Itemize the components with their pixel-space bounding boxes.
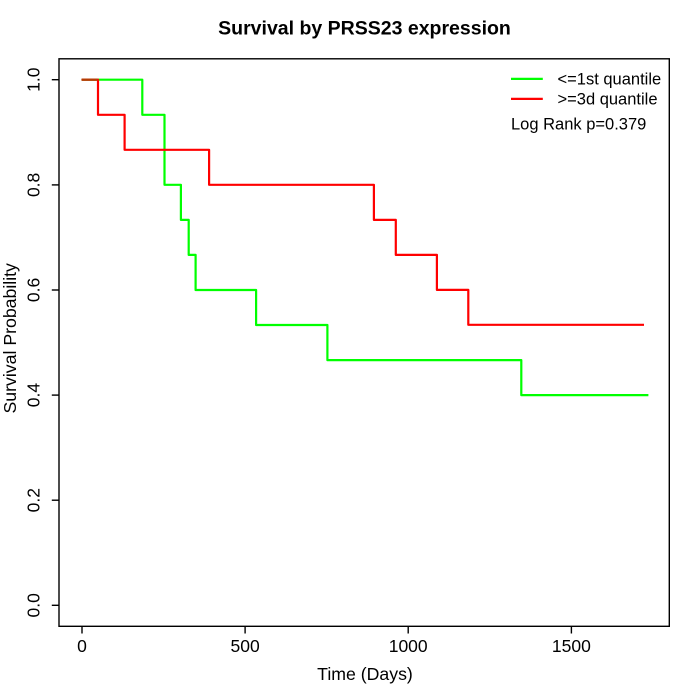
- svg-text:0.6: 0.6: [24, 278, 44, 302]
- svg-text:Time (Days): Time (Days): [317, 664, 413, 684]
- svg-text:0.2: 0.2: [24, 488, 44, 512]
- svg-text:>=3d quantile: >=3d quantile: [558, 90, 658, 108]
- svg-text:<=1st quantile: <=1st quantile: [558, 70, 662, 88]
- svg-text:500: 500: [230, 636, 259, 656]
- svg-text:1000: 1000: [389, 636, 428, 656]
- svg-text:0.8: 0.8: [24, 173, 44, 197]
- svg-text:1500: 1500: [552, 636, 591, 656]
- svg-text:0: 0: [77, 636, 87, 656]
- svg-text:0.4: 0.4: [24, 383, 44, 408]
- svg-text:1.0: 1.0: [24, 67, 44, 92]
- svg-text:Survival by PRSS23 expression: Survival by PRSS23 expression: [218, 17, 511, 39]
- svg-text:Log Rank p=0.379: Log Rank p=0.379: [511, 116, 646, 134]
- svg-text:0.0: 0.0: [24, 593, 44, 618]
- svg-text:Survival Probability: Survival Probability: [0, 263, 20, 414]
